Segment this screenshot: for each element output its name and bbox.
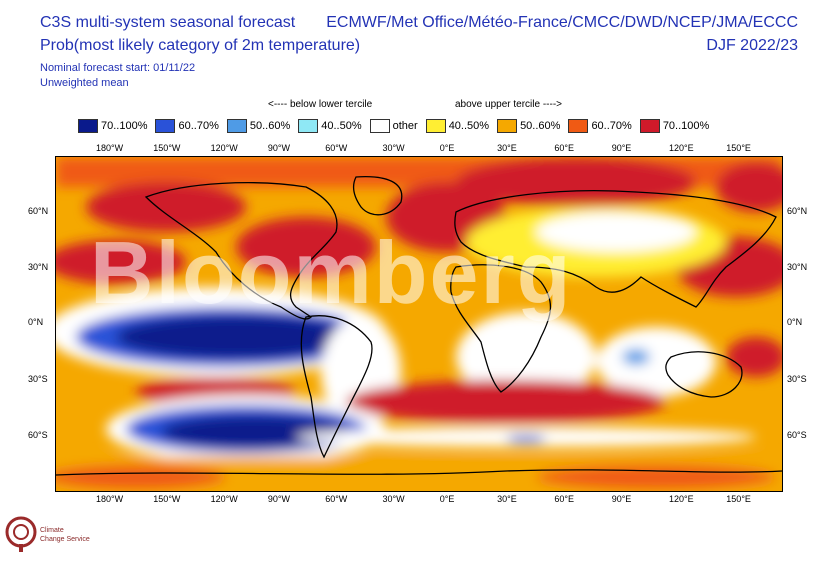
- lon-tick-label: 150°W: [153, 494, 181, 504]
- lat-tick-label: 30°S: [787, 374, 807, 384]
- centres-label: ECMWF/Met Office/Météo-France/CMCC/DWD/N…: [326, 14, 798, 31]
- legend-item: 60..70%: [568, 119, 632, 133]
- legend-swatch: [369, 119, 390, 133]
- legend-label: 70..100%: [662, 120, 710, 132]
- lat-tick-label: 60°S: [28, 430, 48, 440]
- lon-tick-label: 60°E: [554, 494, 575, 504]
- below-tercile-label: <---- below lower tercile: [268, 99, 373, 110]
- lon-tick-label: 150°E: [726, 143, 751, 153]
- lon-tick-label: 90°W: [267, 143, 290, 153]
- lon-tick-label: 90°E: [611, 494, 632, 504]
- weighting-label: Unweighted mean: [40, 77, 129, 89]
- lat-tick-label: 60°N: [28, 206, 49, 216]
- forecast-map: [55, 156, 783, 492]
- lon-tick-label: 180°W: [96, 143, 124, 153]
- legend-swatch: [425, 119, 446, 133]
- coastlines: [56, 176, 782, 476]
- legend-label: 50..60%: [249, 120, 291, 132]
- legend-swatch: [78, 119, 98, 133]
- lat-tick-label: 60°S: [787, 430, 807, 440]
- copernicus-logo: [4, 514, 38, 559]
- logo-line1: Climate: [40, 527, 64, 534]
- lon-tick-label: 30°E: [497, 143, 517, 153]
- legend-item: 50..60%: [497, 119, 560, 133]
- legend-label: 60..70%: [591, 120, 632, 132]
- lat-tick-label: 60°N: [787, 206, 808, 216]
- lon-tick-label: 150°W: [153, 143, 181, 153]
- chart-title: C3S multi-system seasonal forecast: [40, 14, 296, 31]
- legend-label: 50..60%: [520, 120, 561, 132]
- watermark: Bloomberg: [90, 223, 573, 322]
- legend-item: 50..60%: [226, 119, 291, 133]
- legend-item: 70..100%: [78, 119, 147, 133]
- legend-swatch: [155, 119, 176, 133]
- lon-tick-label: 180°W: [96, 494, 124, 504]
- legend-label: 40..50%: [448, 120, 490, 132]
- lon-tick-label: 30°W: [382, 143, 405, 153]
- color-legend: 70..100% 60..70% 50..60% 40..50% other 40..50…: [78, 117, 717, 135]
- legend-item: 40..50%: [425, 119, 490, 133]
- lon-tick-label: 90°E: [611, 143, 632, 153]
- lon-tick-label: 120°W: [210, 143, 238, 153]
- legend-swatch: [568, 119, 589, 133]
- legend-swatch: [639, 119, 660, 133]
- legend-item: 70..100%: [639, 119, 710, 133]
- season-label: DJF 2022/23: [706, 37, 798, 54]
- lat-tick-label: 30°N: [787, 262, 808, 272]
- legend-label: 60..70%: [178, 120, 219, 132]
- lon-tick-label: 30°W: [382, 494, 405, 504]
- lon-tick-label: 0°E: [439, 494, 455, 504]
- legend-item: 40..50%: [298, 119, 362, 133]
- lat-tick-label: 30°S: [28, 374, 48, 384]
- forecast-start: Nominal forecast start: 01/11/22: [40, 62, 196, 74]
- legend-swatch: [497, 119, 518, 133]
- above-tercile-label: above upper tercile ---->: [455, 99, 562, 110]
- legend-label: other: [392, 120, 418, 132]
- lon-tick-label: 120°E: [669, 494, 694, 504]
- logo-icon: [5, 516, 37, 552]
- lon-tick-label: 120°W: [210, 494, 238, 504]
- chart-subtitle: Prob(most likely category of 2m temperat…: [40, 37, 361, 54]
- lon-tick-label: 90°W: [267, 494, 290, 504]
- lon-tick-label: 150°E: [726, 494, 751, 504]
- lat-tick-label: 0°N: [28, 317, 44, 327]
- logo-line2: Change Service: [40, 536, 90, 543]
- legend-label: 40..50%: [321, 120, 362, 132]
- logo-text: Climate Change Service: [40, 526, 90, 544]
- legend-swatch: [226, 119, 247, 133]
- lon-tick-label: 0°E: [439, 143, 455, 153]
- lon-tick-label: 120°E: [669, 143, 694, 153]
- legend-item: other: [369, 119, 418, 133]
- lon-tick-label: 30°E: [497, 494, 517, 504]
- lon-tick-label: 60°W: [325, 494, 348, 504]
- probability-field: [56, 157, 782, 491]
- legend-swatch: [298, 119, 319, 133]
- lat-tick-label: 0°N: [787, 317, 803, 327]
- legend-item: 60..70%: [155, 119, 219, 133]
- forecast-map-svg: [56, 157, 782, 491]
- lon-tick-label: 60°E: [554, 143, 575, 153]
- lon-tick-label: 60°W: [325, 143, 348, 153]
- lat-tick-label: 30°N: [28, 262, 49, 272]
- legend-label: 70..100%: [101, 120, 148, 132]
